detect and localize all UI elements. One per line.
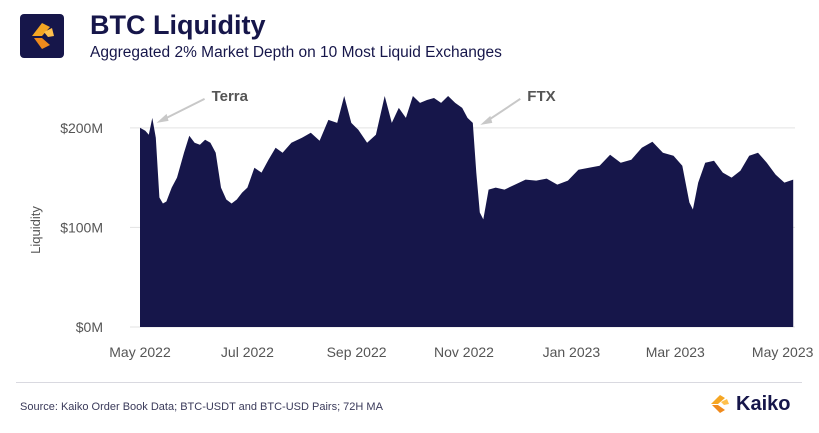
y-tick-label: $100M <box>60 219 103 235</box>
brand-name: Kaiko <box>736 392 791 415</box>
x-tick-label: Sep 2022 <box>327 344 387 360</box>
annotations: Terra FTX <box>156 88 556 125</box>
x-tick-label: Jul 2022 <box>221 344 274 360</box>
liquidity-area <box>140 96 794 327</box>
x-axis-ticks: May 2022 Jul 2022 Sep 2022 Nov 2022 Jan 2023… <box>109 344 813 360</box>
x-tick-label: May 2023 <box>752 344 814 360</box>
kaiko-brand: Kaiko <box>708 392 790 416</box>
chart-title: BTC Liquidity <box>90 10 266 40</box>
y-tick-label: $200M <box>60 120 103 136</box>
y-axis-label: Liquidity <box>28 206 43 254</box>
ftx-annotation: FTX <box>527 88 555 105</box>
chart-subtitle: Aggregated 2% Market Depth on 10 Most Li… <box>90 44 502 61</box>
kaiko-brand-icon <box>711 395 729 413</box>
footer-divider <box>16 382 802 383</box>
y-tick-label: $0M <box>76 319 103 335</box>
x-tick-label: Nov 2022 <box>434 344 494 360</box>
terra-arrow <box>160 97 206 122</box>
terra-annotation: Terra <box>212 88 249 105</box>
source-note: Source: Kaiko Order Book Data; BTC-USDT … <box>20 401 383 413</box>
x-tick-label: May 2022 <box>109 344 171 360</box>
y-axis-ticks: $0M $100M $200M <box>60 120 103 335</box>
liquidity-area-chart: $0M $100M $200M May 2022 Jul 2022 Sep 2022 No… <box>28 88 814 360</box>
terra-arrowhead <box>156 113 169 123</box>
ftx-arrowhead <box>480 115 493 125</box>
x-tick-label: Mar 2023 <box>646 344 705 360</box>
x-tick-label: Jan 2023 <box>543 344 601 360</box>
kaiko-logo-icon <box>20 14 64 58</box>
